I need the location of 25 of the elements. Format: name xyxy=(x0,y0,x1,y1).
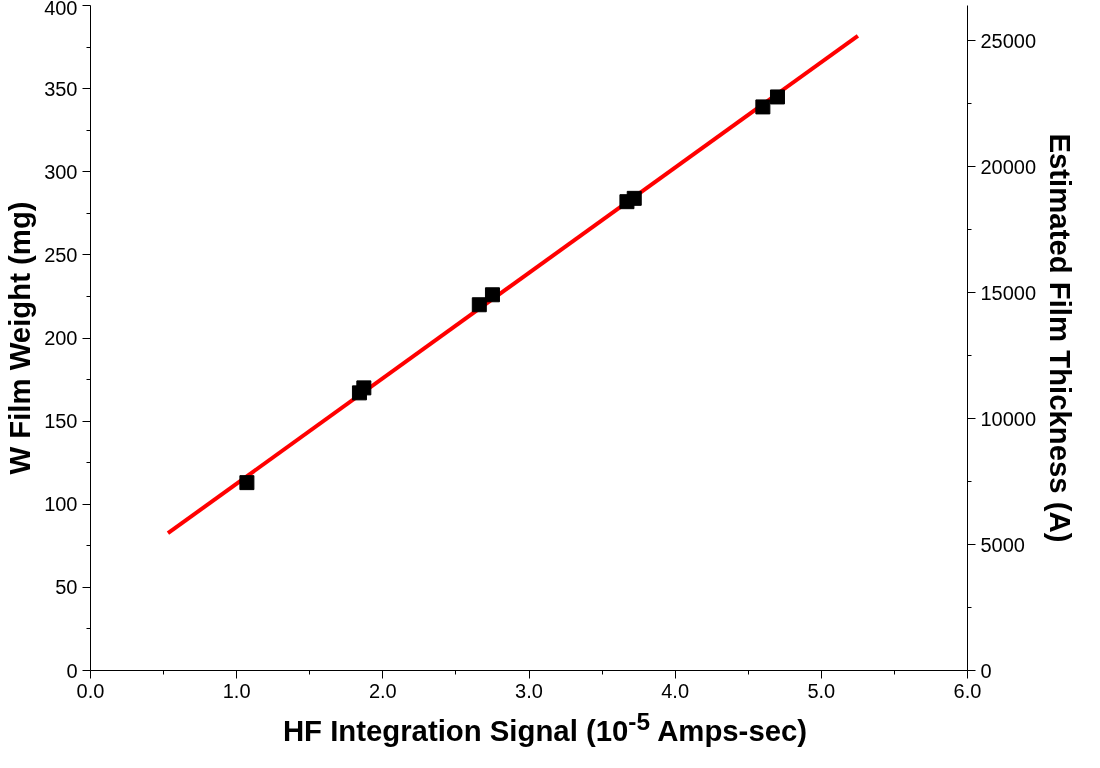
x-tick-label: 3.0 xyxy=(515,679,543,702)
x-tick-label: 5.0 xyxy=(807,679,836,702)
y-tick-label: 250 xyxy=(44,243,78,266)
x-tick-label: 1.0 xyxy=(222,679,251,702)
y2-tick-label: 0 xyxy=(980,659,992,682)
y-tick-label: 100 xyxy=(44,493,78,516)
y-tick-label: 300 xyxy=(44,160,78,183)
y2-tick-label: 20000 xyxy=(980,155,1037,178)
x-axis-title: HF Integration Signal (10$^{-5}$ Amps-sec) xyxy=(282,707,808,749)
x-tick-label: 0.0 xyxy=(76,679,105,702)
x-tick-label: 2.0 xyxy=(368,679,397,702)
y-axis-title: W Film Weight (mg) xyxy=(3,201,37,475)
y-tick-label: 0 xyxy=(66,659,78,682)
y2-tick-label: 15000 xyxy=(980,281,1037,304)
y2-tick-label: 25000 xyxy=(980,29,1037,52)
y2-axis-title: Estimated Film Thickness (A) xyxy=(1044,133,1078,543)
y-tick-label: 350 xyxy=(44,77,78,100)
y-tick-label: 200 xyxy=(44,327,78,349)
x-tick-label: 4.0 xyxy=(661,679,690,702)
y-tick-label: 150 xyxy=(44,410,78,433)
y2-tick-label: 5000 xyxy=(980,533,1025,556)
y-tick-label: 50 xyxy=(55,576,78,599)
x-tick-label: 6.0 xyxy=(953,679,982,702)
y2-tick-label: 10000 xyxy=(980,407,1037,430)
y-tick-label: 400 xyxy=(44,0,78,19)
